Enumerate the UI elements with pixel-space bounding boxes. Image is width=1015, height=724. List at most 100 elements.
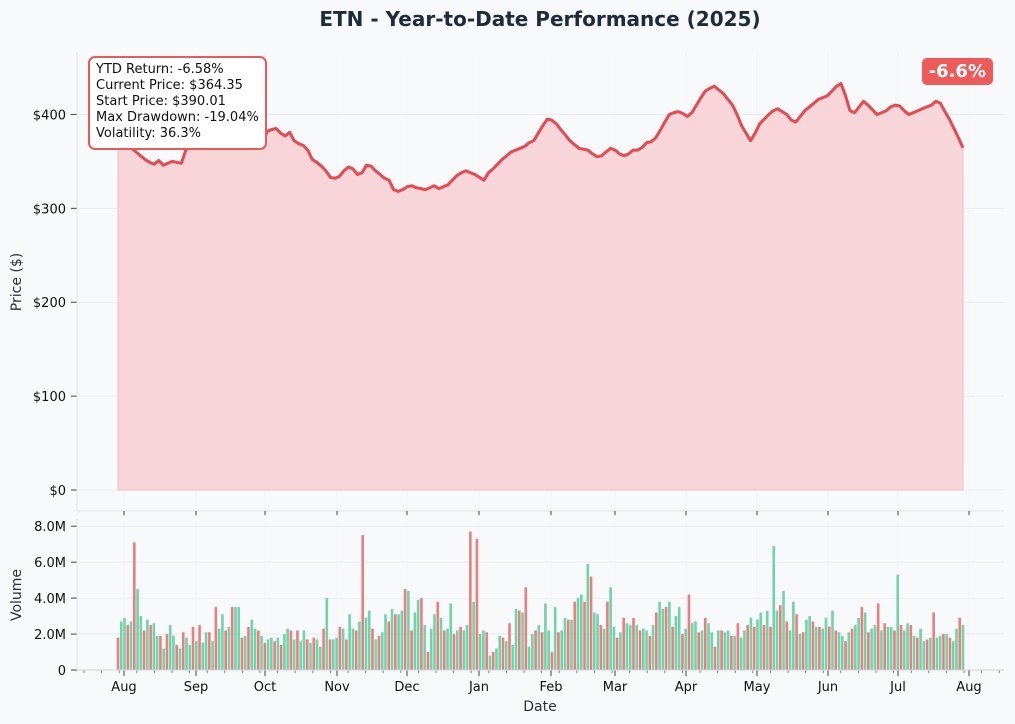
volume-bar <box>517 610 521 670</box>
volume-bar <box>305 639 309 670</box>
volume-bar <box>857 617 860 670</box>
volume-bar <box>756 619 759 670</box>
volume-bar <box>426 652 430 670</box>
volume-bar <box>318 646 322 670</box>
price-y-tick-label: $100 <box>33 390 66 405</box>
volume-bar <box>175 644 179 670</box>
volume-bar <box>602 628 606 670</box>
volume-bar <box>906 623 909 670</box>
volume-bar <box>700 630 704 670</box>
volume-bar <box>798 634 802 670</box>
volume-bar <box>256 630 260 670</box>
volume-bar <box>641 628 645 670</box>
volume-bar <box>315 639 319 670</box>
x-tick-label: Jul <box>889 680 906 695</box>
volume-bar <box>139 616 143 670</box>
volume-bar <box>234 607 237 670</box>
volume-bar <box>889 626 893 670</box>
volume-bar <box>628 625 632 670</box>
volume-bar <box>694 621 697 670</box>
volume-bar <box>123 617 126 670</box>
volume-bar <box>743 630 746 670</box>
volume-bar <box>759 612 763 670</box>
volume-bar <box>524 587 528 670</box>
volume-bar <box>491 652 495 670</box>
volume-bar <box>410 630 413 670</box>
volume-bar <box>250 619 254 670</box>
volume-bar <box>119 621 123 670</box>
volume-bar <box>942 634 945 670</box>
volume-bar <box>615 637 619 670</box>
volume-y-tick-label: 6.0M <box>34 556 66 571</box>
volume-y-tick-label: 2.0M <box>34 628 66 643</box>
volume-y-tick-label: 0 <box>58 664 66 679</box>
volume-bar <box>726 630 730 670</box>
volume-bar <box>674 616 678 670</box>
volume-bar <box>765 610 769 670</box>
volume-bar <box>958 617 962 670</box>
volume-bar <box>795 614 798 670</box>
volume-bar <box>792 601 795 670</box>
volume-bar <box>625 623 629 670</box>
volume-bar <box>684 628 687 670</box>
volume-bar <box>152 623 156 670</box>
volume-bar <box>413 612 417 670</box>
volume-bar <box>619 632 622 670</box>
volume-bar <box>537 625 541 670</box>
volume-bar <box>951 641 955 670</box>
x-tick-label: Aug <box>956 680 981 695</box>
volume-bar <box>214 607 218 670</box>
volume-bar <box>788 630 792 670</box>
volume-bar <box>488 655 492 670</box>
volume-bar <box>606 601 609 670</box>
volume-bar <box>429 628 433 670</box>
volume-bar <box>544 603 547 670</box>
volume-bar <box>733 635 736 670</box>
volume-bar <box>876 603 880 670</box>
volume-bar <box>553 607 557 670</box>
volume-bar <box>531 634 534 670</box>
volume-bar <box>181 632 185 670</box>
volume-bar <box>586 563 590 670</box>
volume-bar <box>465 625 469 670</box>
volume-bar <box>658 601 661 670</box>
volume-bar <box>612 626 616 670</box>
volume-bar <box>504 641 508 670</box>
volume-bar <box>550 652 554 670</box>
volume-bar <box>168 625 172 670</box>
volume-bar <box>775 610 779 670</box>
volume-bar <box>570 619 573 670</box>
volume-y-tick-label: 4.0M <box>34 592 66 607</box>
volume-bar <box>188 644 192 670</box>
x-tick-label: Mar <box>603 680 628 695</box>
volume-bar <box>739 637 743 670</box>
volume-bar <box>867 632 870 670</box>
volume-bar <box>690 623 694 670</box>
volume-bar <box>126 625 130 670</box>
volume-bar <box>384 614 387 670</box>
volume-bar <box>478 634 482 670</box>
return-badge: -6.6% <box>921 58 993 85</box>
volume-bar <box>439 617 443 670</box>
volume-bar <box>400 610 404 670</box>
volume-bar <box>632 617 635 670</box>
x-tick-label: Aug <box>111 680 136 695</box>
volume-bar <box>713 646 717 670</box>
price-y-tick-label: $400 <box>33 108 66 123</box>
volume-bar <box>472 601 475 670</box>
volume-bar <box>136 589 139 670</box>
volume-bar <box>814 626 818 670</box>
volume-bar <box>449 603 453 670</box>
volume-bar <box>185 637 188 670</box>
volume-bar <box>289 630 293 670</box>
volume-bar <box>341 628 345 670</box>
volume-bar <box>677 607 681 670</box>
volume-bar <box>371 628 374 670</box>
volume-bar <box>273 641 276 670</box>
x-tick-label: Sep <box>184 680 209 695</box>
volume-bar <box>423 625 426 670</box>
volume-bar <box>827 626 831 670</box>
volume-bar <box>456 630 459 670</box>
volume-bar <box>292 639 296 670</box>
volume-bar <box>671 626 674 670</box>
